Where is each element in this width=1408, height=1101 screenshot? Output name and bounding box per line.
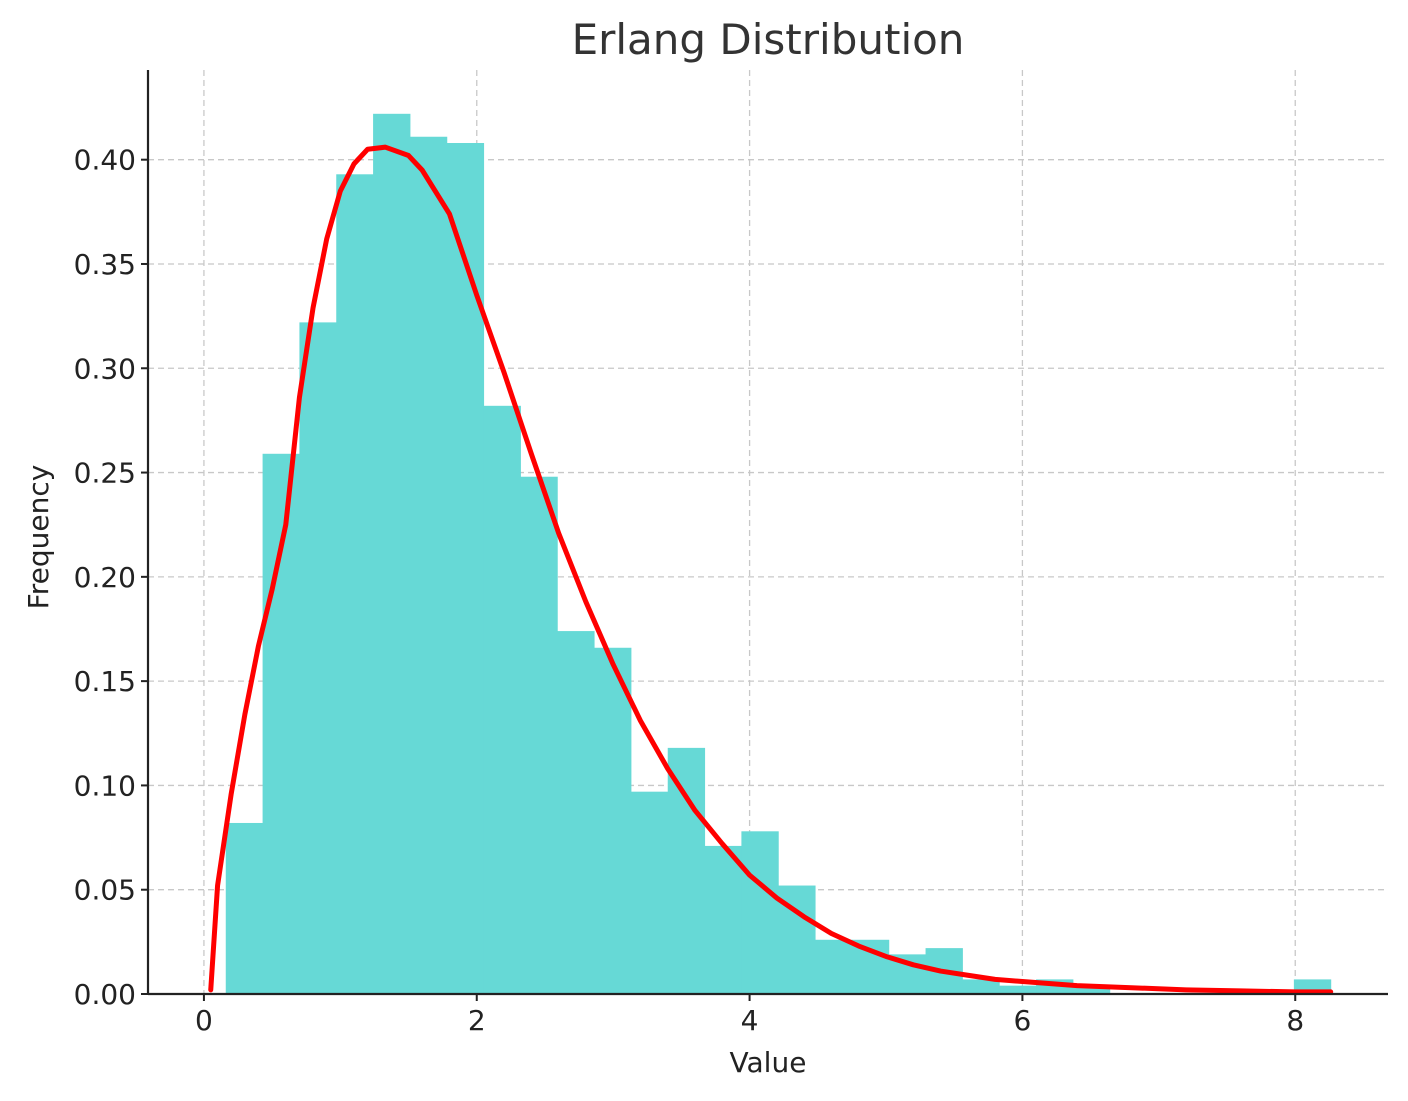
y-tick-label: 0.30 (74, 352, 136, 385)
y-tick-label: 0.05 (74, 874, 136, 907)
histogram-bar (741, 831, 779, 994)
x-tick-label: 4 (741, 1004, 759, 1037)
histogram-bars (225, 113, 1332, 995)
histogram-bar (409, 136, 448, 994)
x-tick-label: 6 (1013, 1004, 1031, 1037)
histogram-bar (962, 979, 1000, 994)
x-tick-label: 8 (1286, 1004, 1304, 1037)
y-tick-label: 0.15 (74, 665, 136, 698)
x-axis-title: Value (730, 1046, 807, 1079)
histogram-bar (299, 322, 337, 994)
y-tick-label: 0.40 (74, 144, 136, 177)
y-tick-label: 0.10 (74, 769, 136, 802)
histogram-bar (446, 143, 485, 994)
x-tick-label: 0 (195, 1004, 213, 1037)
histogram-bar (373, 113, 411, 995)
y-axis-title: Frequency (22, 465, 55, 610)
histogram-bar (1072, 985, 1111, 994)
chart-title: Erlang Distribution (572, 15, 965, 64)
histogram-bar (483, 405, 521, 994)
y-tick-label: 0.20 (74, 561, 136, 594)
y-tick-label: 0.00 (74, 978, 136, 1011)
histogram-bar (557, 631, 595, 994)
histogram-bar (667, 747, 706, 994)
histogram-bar (815, 939, 853, 994)
histogram-bar (225, 822, 264, 994)
axes (146, 70, 1388, 996)
tick-labels: 0 2 4 6 8 0.00 0.05 0.10 0.15 0.20 0.25 0.30 0.35 0.4… (74, 144, 1304, 1037)
histogram-bar (594, 647, 632, 994)
y-tick-label: 0.35 (74, 248, 136, 281)
histogram-bar (999, 985, 1037, 994)
histogram-bar (520, 476, 558, 994)
x-tick-label: 2 (468, 1004, 486, 1037)
histogram-bar (336, 174, 374, 994)
y-tick-label: 0.25 (74, 457, 136, 490)
histogram-bar (704, 845, 742, 994)
pdf-curve (208, 144, 1334, 995)
histogram-bar (630, 791, 669, 994)
pdf-curve-layer (208, 144, 1334, 995)
